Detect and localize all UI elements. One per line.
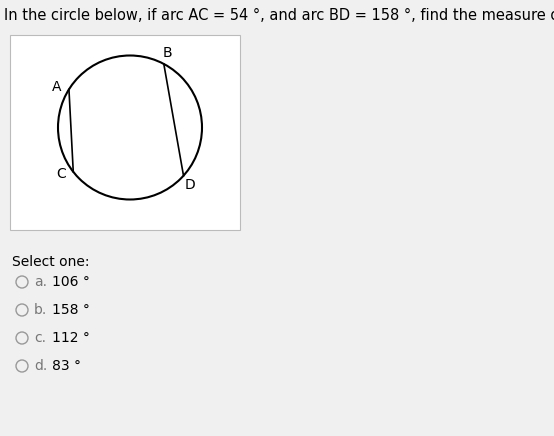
Text: C: C bbox=[57, 167, 66, 181]
Text: a.: a. bbox=[34, 275, 47, 289]
FancyBboxPatch shape bbox=[10, 35, 240, 230]
Text: b.: b. bbox=[34, 303, 47, 317]
Text: 158 °: 158 ° bbox=[52, 303, 90, 317]
Text: 112 °: 112 ° bbox=[52, 331, 90, 345]
Text: In the circle below, if arc AC = 54 °, and arc BD = 158 °, find the measure of <: In the circle below, if arc AC = 54 °, a… bbox=[4, 7, 554, 23]
Text: 106 °: 106 ° bbox=[52, 275, 90, 289]
Text: d.: d. bbox=[34, 359, 47, 373]
Text: A: A bbox=[52, 80, 61, 94]
Text: B: B bbox=[162, 46, 172, 60]
Text: Select one:: Select one: bbox=[12, 255, 90, 269]
Text: 83 °: 83 ° bbox=[52, 359, 81, 373]
Text: D: D bbox=[184, 178, 195, 192]
Text: c.: c. bbox=[34, 331, 46, 345]
